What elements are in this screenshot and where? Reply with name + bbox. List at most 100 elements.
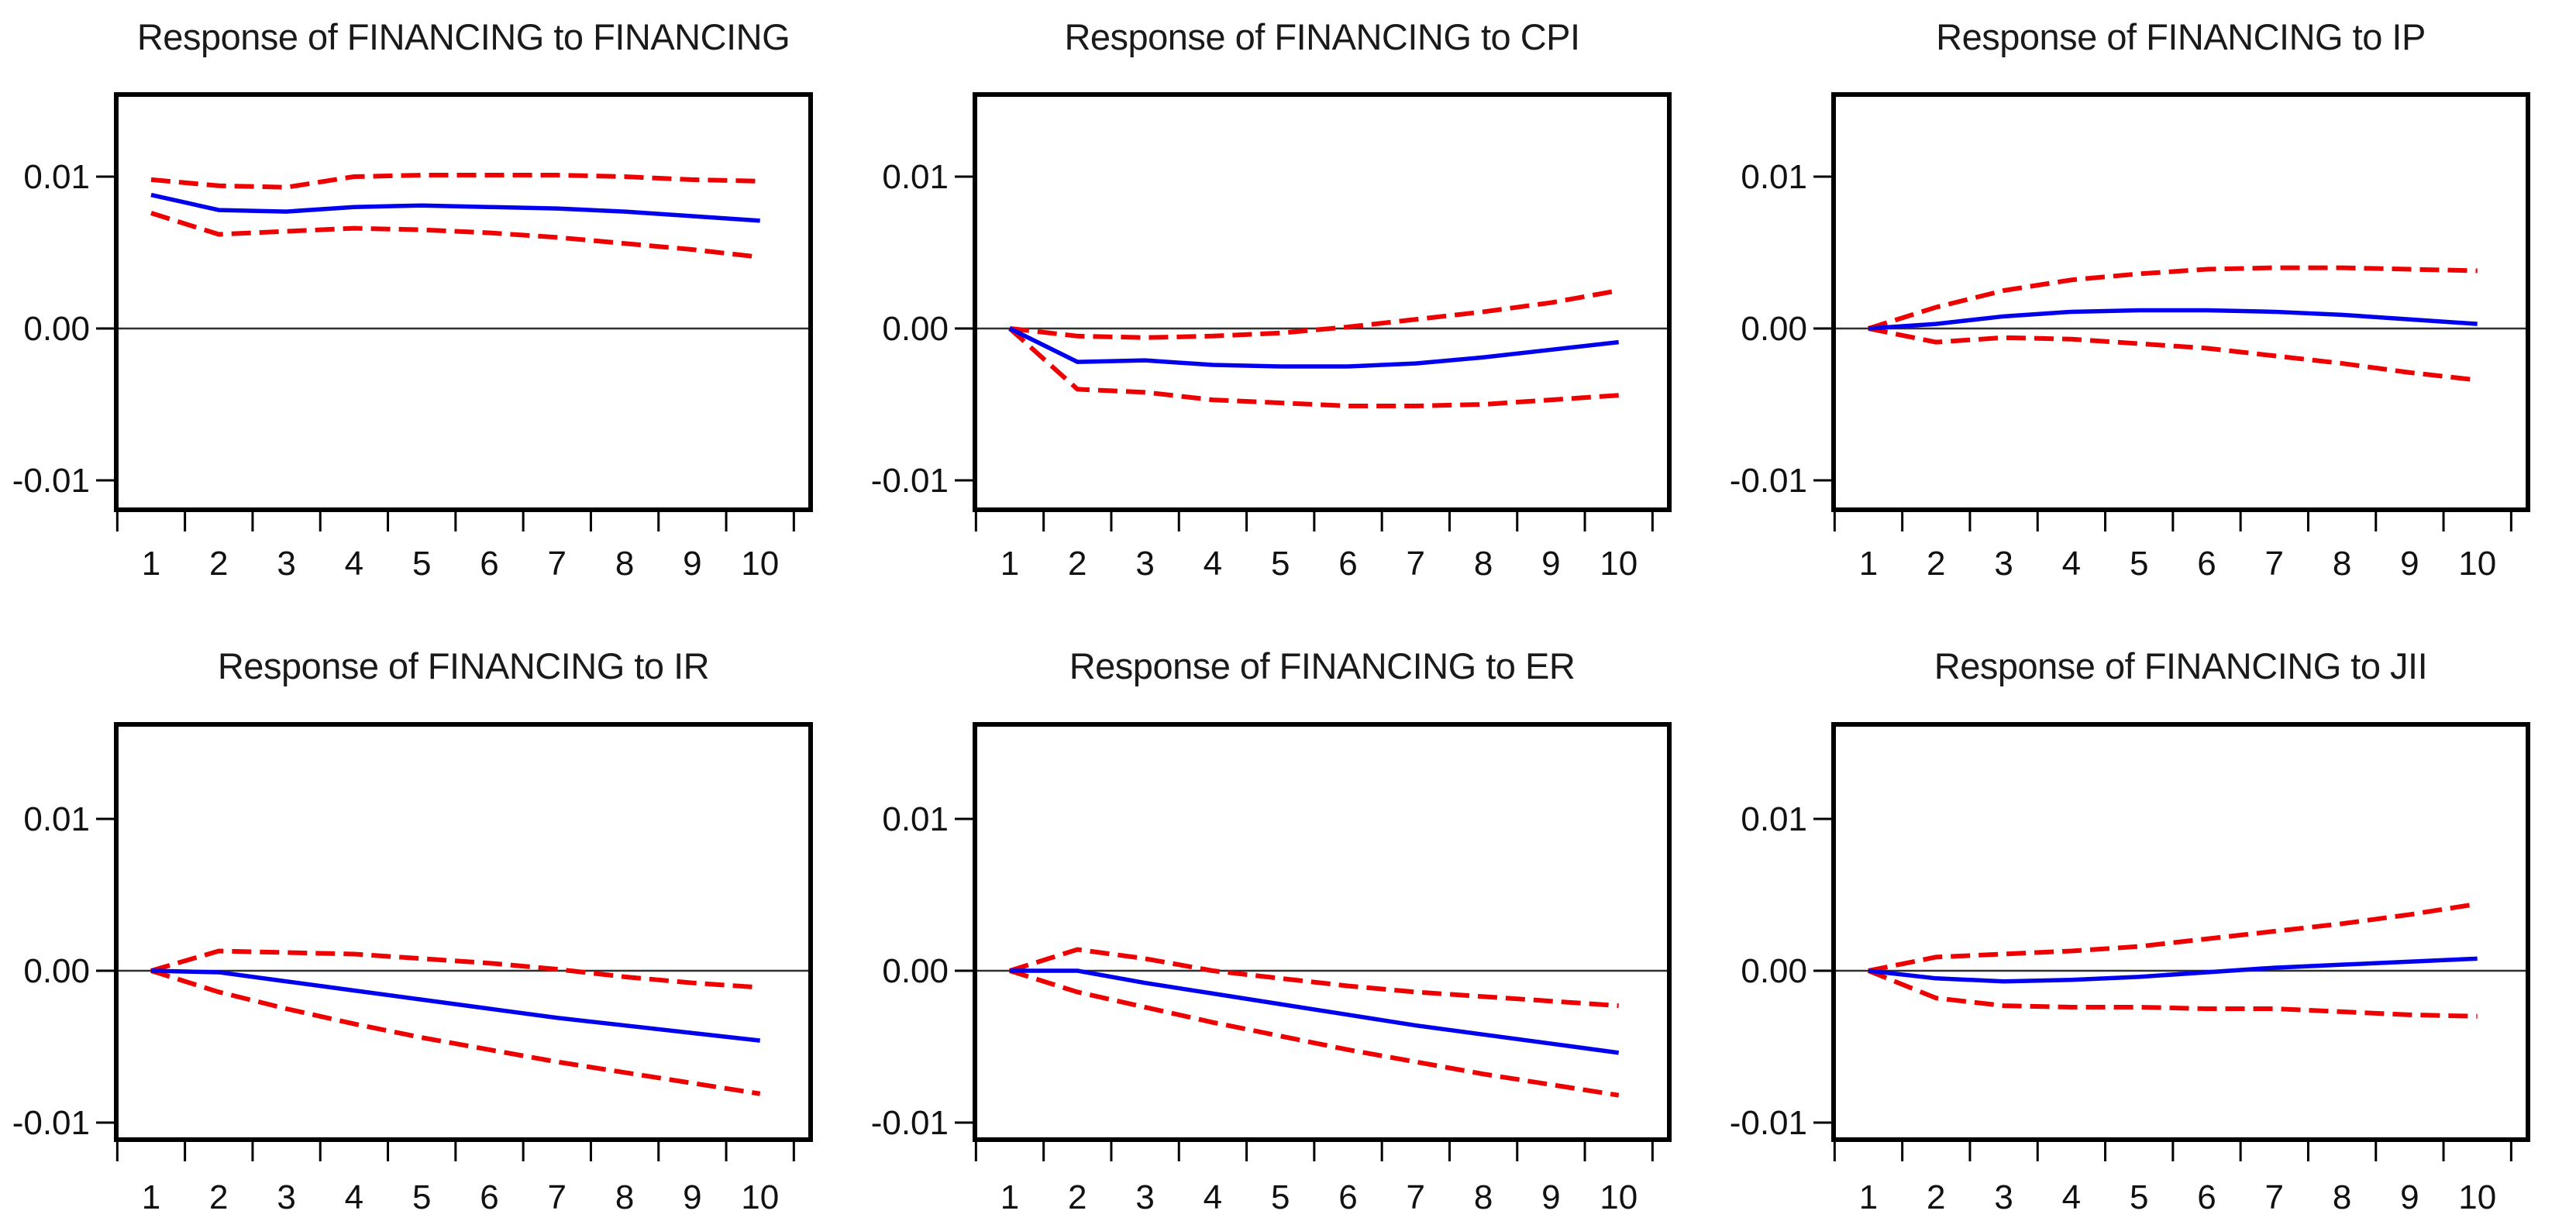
x-tick-label: 7 [2265, 545, 2284, 583]
irf-panel-financing-financing: Response of FINANCING to FINANCING 0.01 0… [0, 0, 859, 610]
panel-title: Response of FINANCING to JII [1934, 645, 2428, 686]
irf-plot: 0.01 0.00 -0.01 1 2 3 4 5 6 7 8 9 10 [871, 92, 1672, 583]
x-tick-label: 5 [412, 545, 431, 583]
x-tick-label: 2 [1068, 1178, 1087, 1216]
x-tick-label: 9 [2400, 545, 2419, 583]
y-tick-label: -0.01 [871, 462, 949, 500]
plot-frame [114, 722, 813, 1142]
lower_band-line [1868, 326, 2478, 383]
lower_band-line [1009, 968, 1620, 1098]
x-tick-label: 9 [683, 1178, 701, 1216]
x-tick-label: 6 [2197, 1178, 2216, 1216]
x-tick-label: 8 [615, 545, 634, 583]
panel-title: Response of FINANCING to FINANCING [136, 16, 790, 57]
x-tick-label: 9 [2400, 1178, 2419, 1216]
irf-plot: 0.01 0.00 -0.01 1 2 3 4 5 6 7 8 9 10 [12, 92, 813, 583]
lower_band-line [1007, 326, 1619, 408]
x-tick-label: 2 [209, 1178, 228, 1216]
y-tick-label: 0.01 [23, 800, 90, 838]
y-tick-label: 0.01 [1741, 800, 1807, 838]
plot-frame [1831, 722, 2530, 1142]
x-tick-label: 3 [1994, 1178, 2013, 1216]
x-tick-label: 5 [2130, 545, 2148, 583]
x-tick-label: 8 [615, 1178, 634, 1216]
upper_band-line [1868, 901, 2478, 973]
x-tick-label: 1 [1000, 545, 1019, 583]
x-tick-label: 9 [1541, 1178, 1560, 1216]
x-tick-label: 2 [209, 545, 228, 583]
irf-panel-financing-ip: Response of FINANCING to IP 0.01 0.00 -0.0… [1717, 0, 2576, 610]
x-tick-label: 8 [2333, 1178, 2351, 1216]
upper_band-line [1009, 947, 1619, 1009]
x-tick-label: 8 [1474, 545, 1493, 583]
panel-title: Response of FINANCING to ER [1069, 645, 1576, 686]
y-tick-label: 0.00 [1741, 952, 1807, 990]
x-tick-label: 7 [548, 1178, 567, 1216]
irf-panel-financing-jii: Response of FINANCING to JII 0.01 0.00 -0.… [1717, 610, 2576, 1221]
x-tick-label: 8 [2333, 545, 2351, 583]
x-tick-label: 5 [2130, 1178, 2148, 1216]
x-tick-label: 1 [1000, 1178, 1019, 1216]
y-tick-label: 0.01 [23, 158, 90, 196]
x-tick-label: 2 [1068, 545, 1087, 583]
x-tick-label: 6 [2197, 545, 2216, 583]
plot-frame [973, 92, 1672, 512]
x-tick-label: 10 [1600, 545, 1638, 583]
lower_band-line [150, 211, 761, 260]
x-tick-label: 2 [1927, 545, 1945, 583]
x-tick-label: 8 [1474, 1178, 1493, 1216]
x-tick-label: 7 [1407, 545, 1425, 583]
x-tick-label: 3 [277, 545, 295, 583]
y-tick-label: 0.00 [882, 310, 949, 348]
y-tick-label: 0.01 [1741, 158, 1807, 196]
x-tick-label: 10 [741, 545, 779, 583]
x-tick-label: 4 [345, 1178, 363, 1216]
lower_band-line [1867, 968, 2478, 1019]
upper_band-line [1868, 265, 2478, 331]
x-tick-label: 10 [2458, 545, 2496, 583]
lower_band-line [150, 968, 761, 1096]
x-tick-label: 3 [1994, 545, 2013, 583]
x-tick-label: 10 [2458, 1178, 2496, 1216]
y-tick-label: 0.00 [23, 310, 90, 348]
y-tick-label: -0.01 [871, 1104, 949, 1142]
x-tick-label: 5 [412, 1178, 431, 1216]
x-tick-label: 6 [480, 1178, 498, 1216]
response-line [150, 192, 760, 223]
x-tick-label: 9 [683, 545, 701, 583]
upper_band-line [1009, 288, 1620, 340]
x-tick-label: 5 [1271, 1178, 1290, 1216]
irf-panel-financing-ir: Response of FINANCING to IR 0.01 0.00 -0.0… [0, 610, 859, 1221]
response-line [1868, 308, 2478, 331]
y-tick-label: -0.01 [12, 462, 90, 500]
y-tick-label: 0.00 [1741, 310, 1807, 348]
plot-frame [973, 722, 1672, 1142]
y-tick-label: 0.00 [882, 952, 949, 990]
x-tick-label: 1 [142, 1178, 160, 1216]
x-tick-label: 6 [480, 545, 498, 583]
x-tick-label: 1 [1859, 1178, 1878, 1216]
x-tick-label: 4 [2062, 545, 2081, 583]
panel-title: Response of FINANCING to IP [1936, 16, 2426, 57]
plot-frame [114, 92, 813, 512]
x-tick-label: 7 [1407, 1178, 1425, 1216]
x-tick-label: 9 [1541, 545, 1560, 583]
x-tick-label: 2 [1927, 1178, 1945, 1216]
x-tick-label: 4 [2062, 1178, 2081, 1216]
x-tick-label: 10 [741, 1178, 779, 1216]
x-tick-label: 7 [2265, 1178, 2284, 1216]
y-tick-label: -0.01 [1730, 462, 1807, 500]
y-tick-label: -0.01 [1730, 1104, 1807, 1142]
plot-frame [1831, 92, 2530, 512]
x-tick-label: 4 [1204, 545, 1222, 583]
x-tick-label: 1 [142, 545, 160, 583]
x-tick-label: 5 [1271, 545, 1290, 583]
panel-title: Response of FINANCING to IR [217, 645, 710, 686]
response-line [150, 968, 761, 1043]
panel-title: Response of FINANCING to CPI [1064, 16, 1580, 57]
y-tick-label: 0.01 [882, 158, 949, 196]
irf-panel-financing-cpi: Response of FINANCING to CPI 0.01 0.00 -0.… [859, 0, 1717, 610]
x-tick-label: 4 [1204, 1178, 1222, 1216]
irf-plot: 0.01 0.00 -0.01 1 2 3 4 5 6 7 8 9 10 [871, 722, 1672, 1216]
x-tick-label: 3 [1135, 1178, 1154, 1216]
